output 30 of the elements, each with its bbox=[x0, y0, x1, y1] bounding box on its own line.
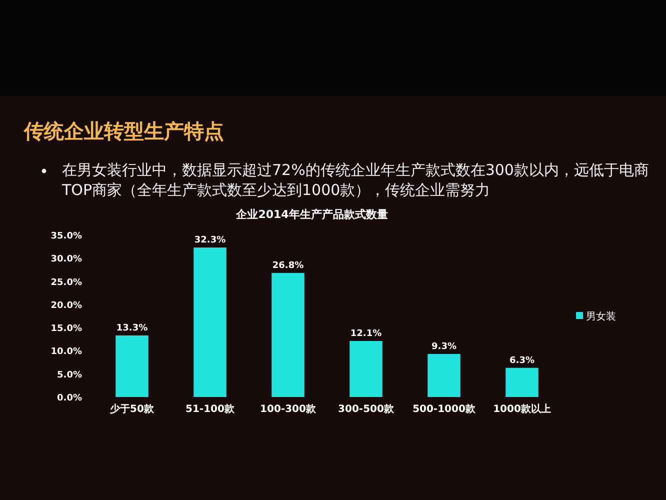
x-tick-label: 500-1000款 bbox=[412, 403, 476, 415]
y-tick-label: 35.0% bbox=[50, 232, 82, 242]
y-tick-label: 15.0% bbox=[50, 324, 82, 334]
bar bbox=[428, 354, 460, 397]
bar bbox=[272, 272, 304, 397]
bar bbox=[506, 368, 538, 397]
legend-label: 男女装 bbox=[586, 310, 616, 322]
y-tick-label: 25.0% bbox=[50, 278, 82, 288]
data-label: 6.3% bbox=[510, 356, 534, 366]
y-tick-label: 5.0% bbox=[57, 370, 82, 380]
x-tick-label: 1000款以上 bbox=[493, 403, 551, 415]
y-tick-label: 30.0% bbox=[50, 254, 82, 265]
data-label: 26.8% bbox=[272, 260, 304, 271]
y-tick-label: 20.0% bbox=[50, 300, 82, 311]
chart-subtitle: 在男女装行业中，数据显示超过72%的传统企业年生产款式数在300款以内，远低于电商TOP商家（全年生产款式数至少达到1000款），传统企业需努力 bbox=[62, 160, 650, 200]
x-tick-label: 100-300款 bbox=[260, 403, 317, 415]
bar bbox=[350, 340, 382, 397]
text: 企业2014年生产产品款式数量 bbox=[235, 208, 388, 221]
chart-title: 传统企业转型生产特点 bbox=[24, 118, 224, 145]
x-tick-label: 51-100款 bbox=[186, 403, 236, 415]
data-label: 12.1% bbox=[350, 328, 382, 339]
x-tick-label: 300-500款 bbox=[338, 403, 395, 415]
y-tick-label: 0.0% bbox=[57, 394, 82, 404]
data-label: 13.3% bbox=[116, 323, 148, 334]
bar bbox=[194, 247, 226, 397]
bar bbox=[116, 335, 148, 397]
data-label: 32.3% bbox=[194, 235, 226, 246]
x-tick-label: 少于50款 bbox=[109, 403, 155, 415]
y-tick-label: 10.0% bbox=[50, 347, 82, 358]
data-label: 9.3% bbox=[432, 342, 456, 352]
